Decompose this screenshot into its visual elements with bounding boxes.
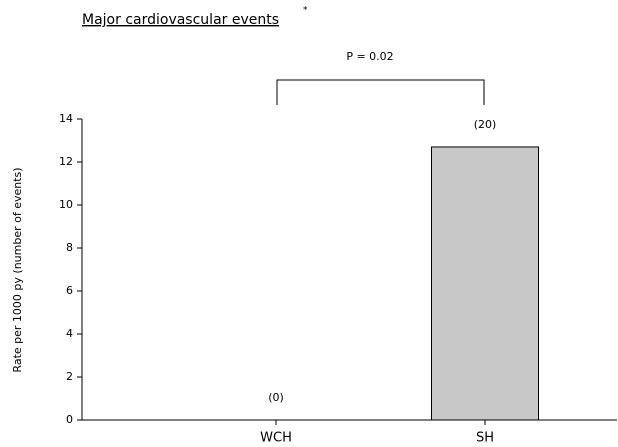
y-tick-label: 0 (66, 413, 73, 426)
bar (431, 146, 539, 421)
y-tick-label: 6 (66, 284, 73, 297)
count-label: (0) (268, 391, 284, 404)
y-tick-label: 10 (59, 198, 73, 211)
x-tick-label: WCH (260, 431, 292, 446)
count-label: (20) (474, 118, 497, 131)
title-marker: * (303, 6, 308, 16)
comparison-bracket (276, 79, 485, 105)
y-tick-label: 12 (59, 155, 73, 168)
x-tick-label: SH (476, 431, 494, 446)
y-axis-label: Rate per 1000 py (number of events) (11, 167, 24, 372)
y-tick-label: 4 (66, 327, 73, 340)
chart-title: Major cardiovascular events (82, 12, 279, 28)
y-tick-label: 8 (66, 241, 73, 254)
y-tick-label: 2 (66, 370, 73, 383)
comparison-label: P = 0.02 (346, 50, 393, 63)
y-tick-label: 14 (59, 112, 73, 125)
